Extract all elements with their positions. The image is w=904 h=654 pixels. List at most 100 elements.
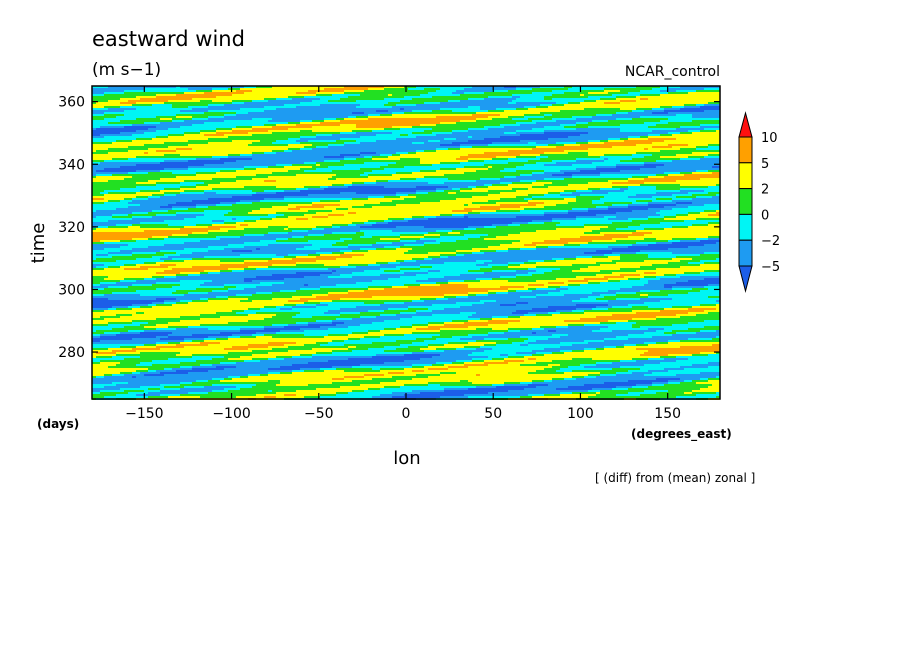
heatmap-cell [464,234,488,236]
heatmap-cell [360,236,372,238]
heatmap-cell [588,374,600,376]
heatmap-cell [128,286,172,288]
heatmap-cell [328,334,348,336]
heatmap-cell [420,266,432,268]
heatmap-cell [656,174,668,176]
heatmap-cell [168,134,184,136]
heatmap-cell [560,238,612,240]
heatmap-cell [92,296,216,298]
heatmap-cell [648,134,660,136]
heatmap-cell [632,326,640,328]
heatmap-cell [360,94,388,96]
heatmap-cell [108,192,136,194]
heatmap-cell [148,304,156,306]
heatmap-cell [468,388,524,390]
heatmap-cell [116,260,164,262]
heatmap-cell [264,234,308,236]
heatmap-cell [536,142,556,144]
heatmap-cell [240,236,292,238]
heatmap-cell [100,392,128,394]
heatmap-cell [644,122,668,124]
heatmap-cell [544,114,552,116]
heatmap-cell [616,394,640,396]
heatmap-cell [332,350,352,352]
heatmap-cell [92,320,132,322]
heatmap-cell [616,346,624,348]
heatmap-cell [664,328,688,330]
heatmap-cell [288,138,300,140]
heatmap-cell [148,246,208,248]
heatmap-cell [608,92,628,94]
heatmap-cell [560,364,580,366]
heatmap-cell [588,126,648,128]
heatmap-cell [480,236,496,238]
heatmap-cell [444,350,484,352]
heatmap-cell [128,306,140,308]
heatmap-cell [632,220,684,222]
heatmap-cell [412,98,468,100]
heatmap-cell [352,390,364,392]
heatmap-cell [312,144,328,146]
heatmap-cell [312,294,328,296]
heatmap-cell [228,376,240,378]
heatmap-cell [596,114,612,116]
heatmap-cell [476,112,540,114]
heatmap-cell [136,108,192,110]
heatmap-cell [148,368,164,370]
heatmap-cell [676,180,720,182]
heatmap-cell [116,208,172,210]
heatmap-cell [628,388,700,390]
heatmap-cell [96,266,108,268]
heatmap-cell [372,378,412,380]
heatmap-cell [452,362,464,364]
heatmap-cell [312,348,348,350]
heatmap-cell [504,384,528,386]
heatmap-cell [648,256,676,258]
heatmap-cell [652,108,664,110]
heatmap-cell [392,286,408,288]
heatmap-cell [512,312,528,314]
heatmap-cell [92,262,144,264]
heatmap-cell [648,204,676,206]
heatmap-cell [228,290,280,292]
heatmap-cell [508,250,596,252]
heatmap-cell [692,198,720,200]
heatmap-cell [248,212,276,214]
heatmap-cell [396,348,420,350]
heatmap-cell [288,226,316,228]
heatmap-cell [92,100,108,102]
heatmap-cell [520,180,536,182]
heatmap-cell [484,152,544,154]
heatmap-cell [436,282,448,284]
heatmap-cell [92,206,128,208]
heatmap-cell [384,88,408,90]
heatmap-cell [144,330,240,332]
heatmap-cell [456,168,488,170]
heatmap-cell [376,316,412,318]
heatmap-cell [176,252,192,254]
heatmap-cell [188,106,208,108]
heatmap-cell [276,314,296,316]
heatmap-cell [432,128,468,130]
heatmap-cell [696,148,720,150]
heatmap-cell [336,368,372,370]
heatmap-cell [664,384,712,386]
heatmap-cell [340,298,420,300]
heatmap-cell [704,286,720,288]
heatmap-cell [688,144,708,146]
heatmap-cell [536,270,552,272]
heatmap-cell [92,94,104,96]
heatmap-cell [128,214,156,216]
heatmap-cell [640,278,660,280]
heatmap-cell [308,234,324,236]
heatmap-cell [164,300,180,302]
heatmap-cell [484,126,504,128]
heatmap-cell [628,278,640,280]
heatmap-cell [600,282,648,284]
heatmap-cell [556,330,592,332]
heatmap-cell [576,304,608,306]
heatmap-cell [696,238,708,240]
heatmap-cell [128,206,160,208]
heatmap-cell [156,262,244,264]
heatmap-cell [412,326,428,328]
